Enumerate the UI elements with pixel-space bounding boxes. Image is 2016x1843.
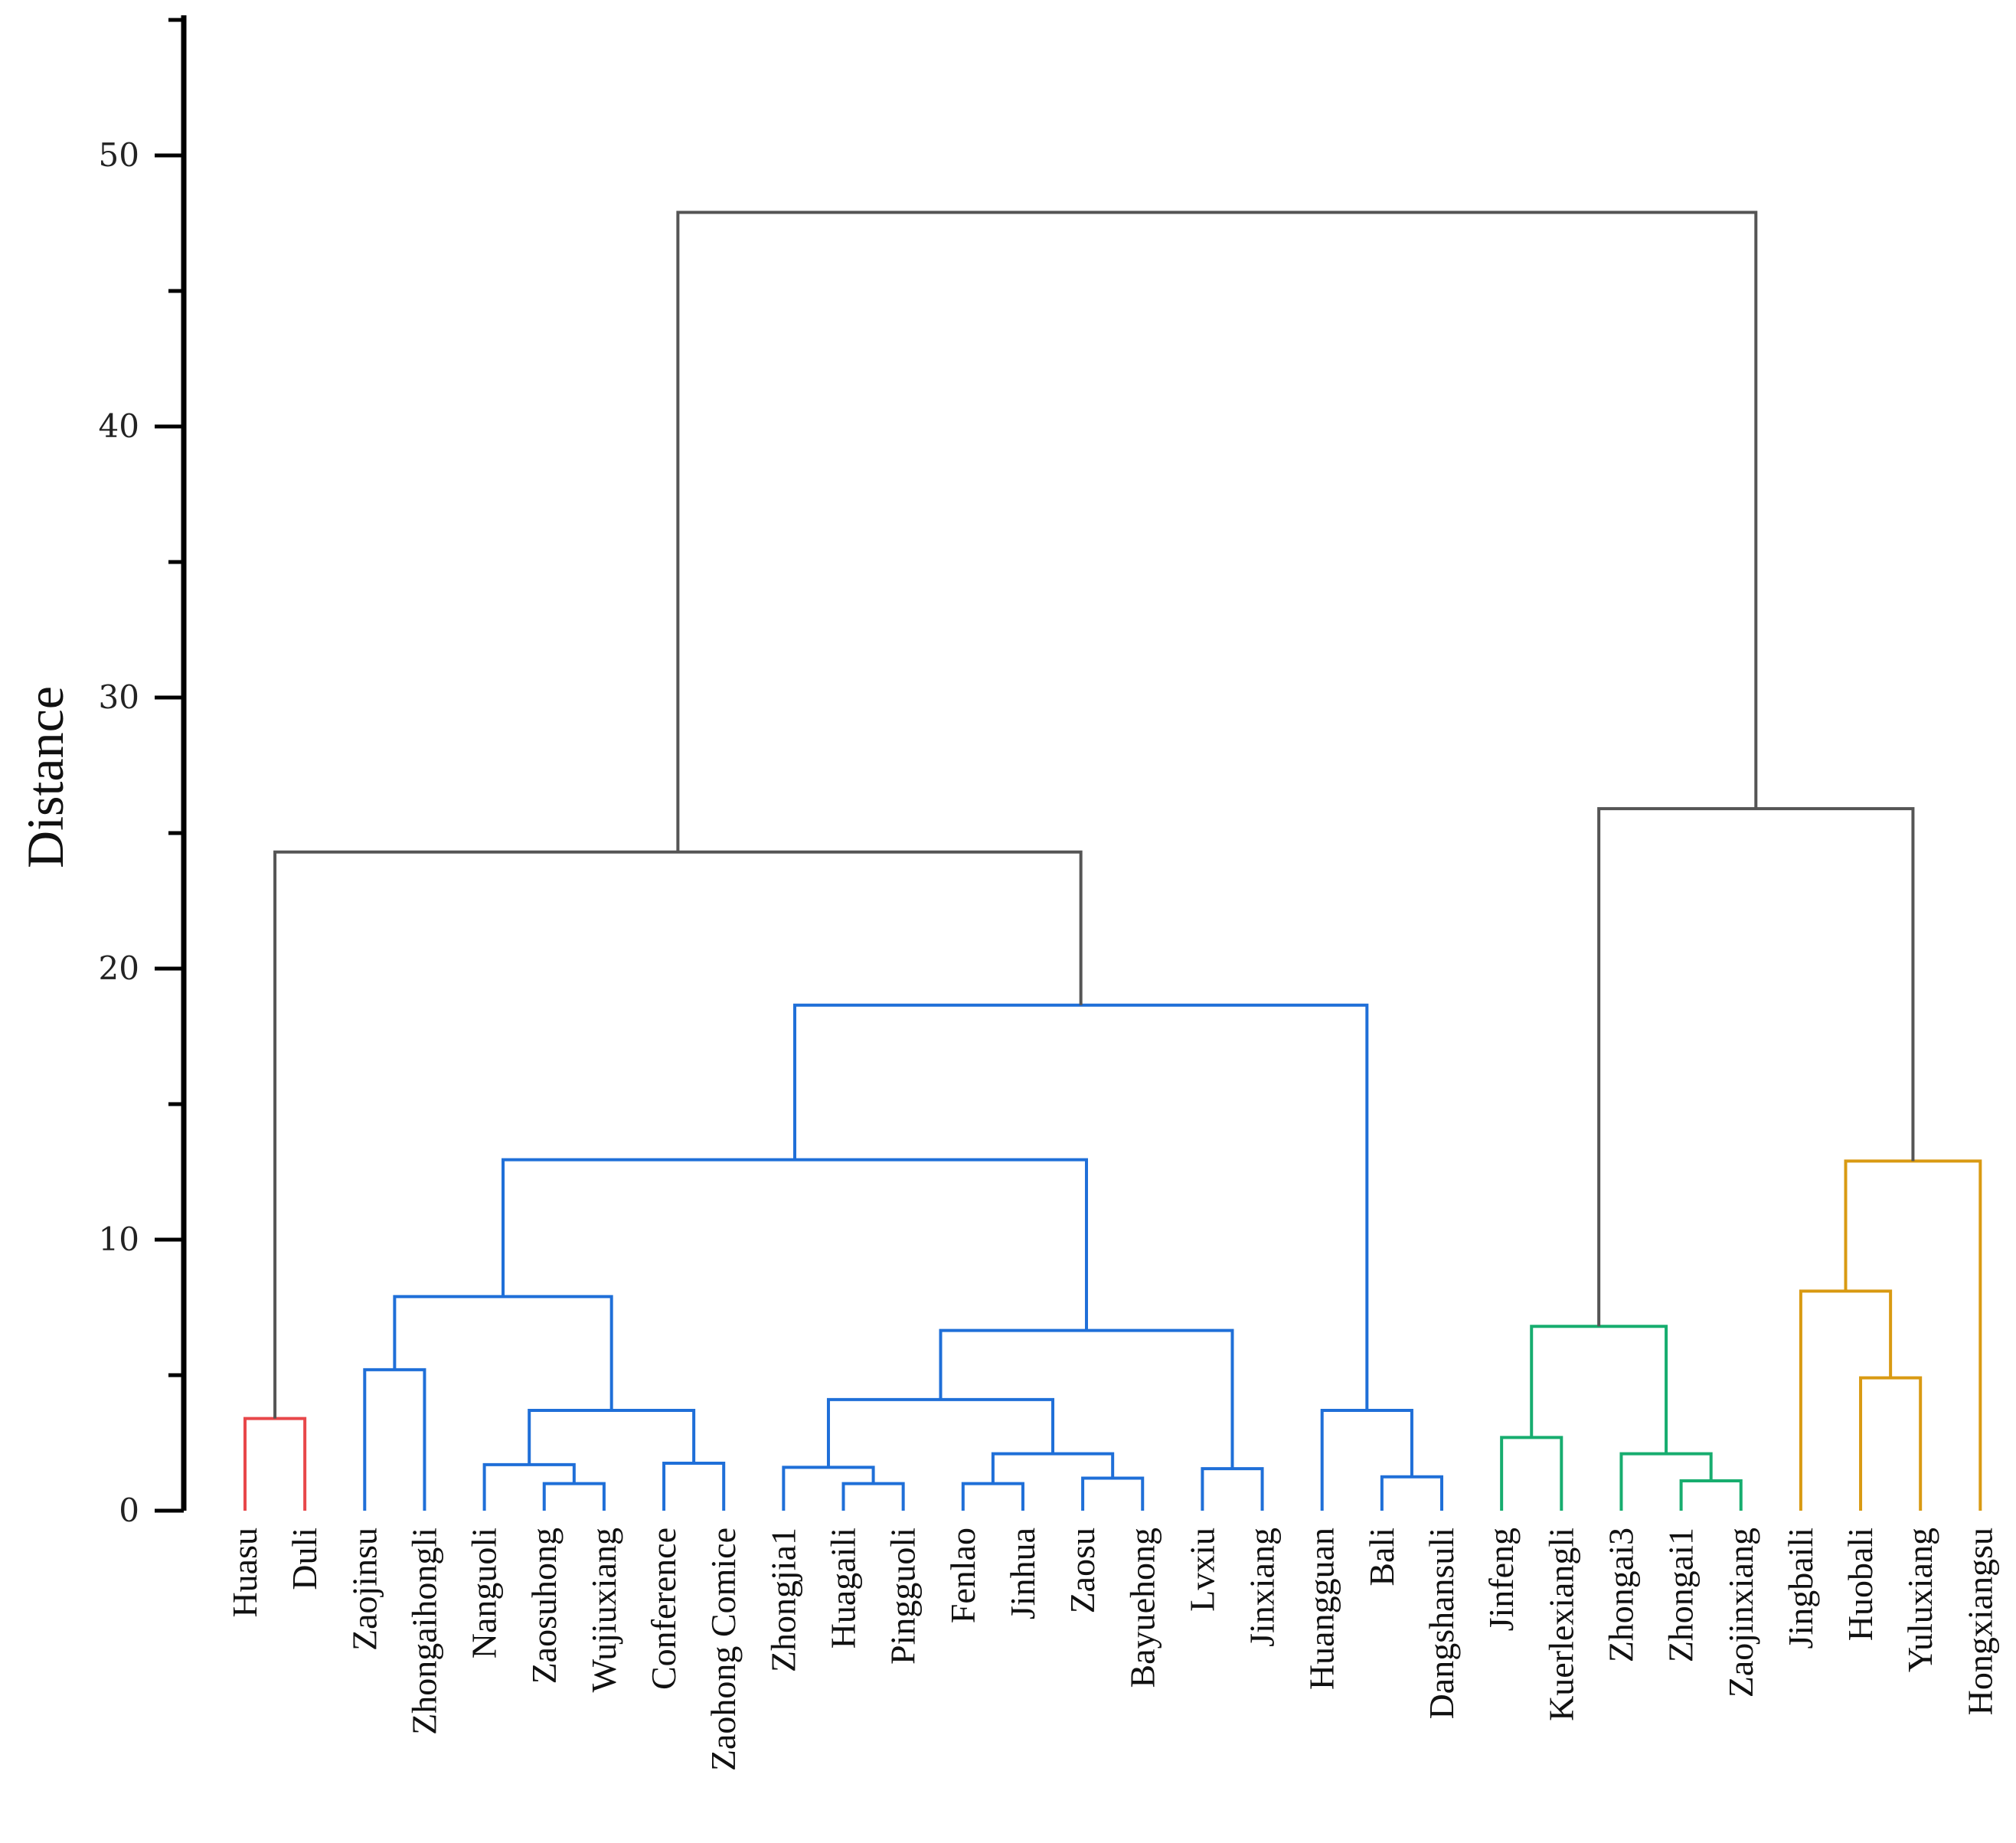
leaf-label: Dangshansuli: [1422, 1528, 1461, 1719]
leaf-label: Huobali: [1841, 1528, 1880, 1641]
leaf-label: Yuluxiang: [1900, 1528, 1939, 1672]
leaf-label: Bayuehong: [1122, 1528, 1162, 1688]
leaf-label: Zaohong Comice: [704, 1528, 743, 1771]
leaf-label: Huangguan: [1302, 1528, 1341, 1690]
leaf-label: Nanguoli: [465, 1528, 504, 1658]
dendrogram-link: [482, 1462, 576, 1511]
y-axis: 0 10 20 30 40 50: [99, 15, 187, 1529]
leaf-label: Zaosu: [1063, 1528, 1102, 1613]
dendrogram-link: [1081, 1476, 1145, 1511]
dendrogram-link: [1597, 807, 1915, 1327]
leaf-label: Fenlao: [943, 1528, 982, 1623]
dendrogram-link: [1859, 1376, 1923, 1511]
leaf-label: Jinhua: [1003, 1528, 1042, 1619]
dendrogram-link: [676, 211, 1758, 852]
leaf-label: Bali: [1362, 1528, 1401, 1586]
dendrogram-link: [363, 1368, 426, 1511]
leaf-label: Lvxiu: [1182, 1528, 1221, 1612]
leaf-label: Zhongjia1: [763, 1528, 802, 1672]
leaf-label: Hongxiangsu: [1960, 1528, 1999, 1715]
dendrogram-link: [528, 1409, 696, 1465]
dendrogram-link: [961, 1482, 1024, 1511]
y-axis-title: Distance: [16, 686, 74, 868]
leaf-label: Zaosuhong: [524, 1528, 564, 1684]
leaf-label: Jinxiang: [1243, 1528, 1282, 1647]
dendrogram-link: [662, 1462, 726, 1511]
y-tick-label: 0: [119, 1492, 139, 1529]
leaf-label: Kuerlexiangli: [1541, 1528, 1580, 1721]
dendrogram-link: [393, 1295, 613, 1411]
leaf-label: Zaojinsu: [345, 1528, 384, 1651]
y-tick-label: 30: [99, 678, 139, 716]
dendrogram-link: [1844, 1159, 1982, 1511]
dendrogram-link: [1201, 1467, 1264, 1511]
dendrogram-link: [1320, 1409, 1413, 1511]
leaf-label: Huasu: [225, 1528, 264, 1618]
dendrogram-link: [502, 1158, 1088, 1331]
dendrogram-link: [243, 1417, 307, 1511]
leaf-label: Zaojinxiang: [1721, 1528, 1760, 1698]
y-tick-label: 10: [99, 1220, 139, 1258]
dendrogram-link: [1380, 1475, 1443, 1511]
dendrogram-links: [243, 211, 1982, 1511]
dendrogram-link: [1679, 1479, 1743, 1511]
leaf-label: Conference: [644, 1528, 683, 1690]
dendrogram-link: [793, 1003, 1369, 1411]
dendrogram-link: [1530, 1325, 1668, 1454]
leaf-label: Jinfeng: [1482, 1528, 1521, 1631]
y-tick-label: 20: [99, 949, 139, 987]
leaf-label: Huagaili: [824, 1528, 863, 1649]
dendrogram-link: [841, 1482, 905, 1511]
leaf-labels: Huasu Duli Zaojinsu Zhongaihongli Nanguoli Za…: [225, 1528, 1999, 1771]
dendrogram-link: [542, 1482, 606, 1511]
y-tick-label: 40: [99, 407, 139, 445]
leaf-label: Zhongai3: [1601, 1528, 1640, 1662]
leaf-label: Pingguoli: [884, 1528, 923, 1665]
leaf-label: Jingbaili: [1781, 1528, 1820, 1649]
leaf-label: Duli: [285, 1528, 324, 1590]
y-tick-label: 50: [99, 136, 139, 174]
leaf-label: Wujiuxiang: [584, 1528, 623, 1692]
leaf-label: Zhongaihongli: [404, 1528, 443, 1735]
dendrogram-link: [826, 1397, 1055, 1468]
dendrogram-link: [782, 1466, 875, 1511]
dendrogram-link: [1500, 1436, 1563, 1511]
leaf-label: Zhongai1: [1661, 1528, 1701, 1662]
dendrogram-link: [1799, 1289, 1893, 1511]
